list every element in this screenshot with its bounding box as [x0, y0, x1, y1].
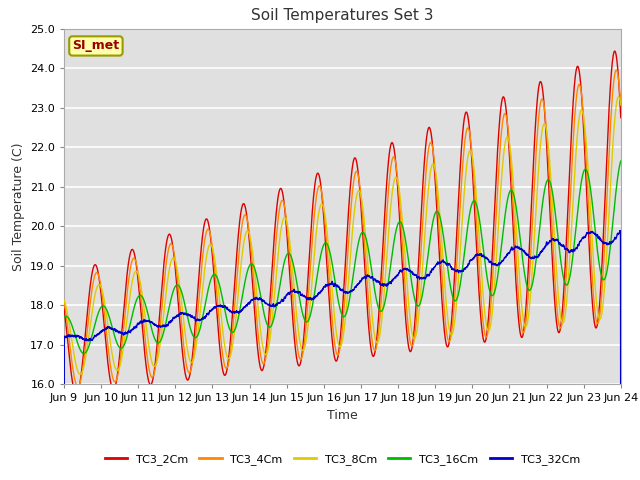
TC3_2Cm [611, 48, 619, 54]
TC3_4Cm [612, 67, 620, 73]
TC3_4Cm [74, 384, 82, 389]
TC3_2Cm [72, 391, 80, 397]
Line: TC3_4Cm: TC3_4Cm [64, 70, 621, 386]
TC3_8Cm [617, 101, 625, 107]
TC3_16Cm [406, 272, 414, 278]
TC3_16Cm [617, 159, 625, 165]
TC3_8Cm [397, 201, 404, 206]
TC3_4Cm [617, 102, 625, 108]
Line: TC3_2Cm: TC3_2Cm [64, 51, 621, 394]
TC3_2Cm [60, 304, 68, 310]
TC3_8Cm [180, 316, 188, 322]
TC3_8Cm [60, 297, 68, 303]
TC3_32Cm [216, 303, 223, 309]
TC3_32Cm [179, 311, 187, 316]
X-axis label: Time: Time [327, 408, 358, 421]
TC3_4Cm [617, 100, 625, 106]
TC3_16Cm [397, 219, 404, 225]
TC3_16Cm [180, 296, 188, 301]
Text: SI_met: SI_met [72, 39, 120, 52]
TC3_16Cm [60, 315, 68, 321]
Line: TC3_32Cm: TC3_32Cm [64, 230, 621, 480]
Line: TC3_8Cm: TC3_8Cm [64, 96, 621, 374]
TC3_2Cm [397, 236, 404, 242]
TC3_2Cm [617, 112, 625, 118]
TC3_16Cm [216, 283, 223, 288]
TC3_32Cm [406, 268, 414, 274]
TC3_8Cm [76, 372, 84, 377]
TC3_16Cm [617, 158, 625, 164]
TC3_4Cm [564, 239, 572, 245]
TC3_4Cm [60, 298, 68, 303]
TC3_2Cm [617, 115, 625, 120]
Title: Soil Temperatures Set 3: Soil Temperatures Set 3 [251, 9, 434, 24]
TC3_2Cm [564, 202, 572, 207]
Legend: TC3_2Cm, TC3_4Cm, TC3_8Cm, TC3_16Cm, TC3_32Cm: TC3_2Cm, TC3_4Cm, TC3_8Cm, TC3_16Cm, TC3… [100, 450, 584, 470]
Line: TC3_16Cm: TC3_16Cm [64, 161, 621, 354]
TC3_32Cm [616, 228, 624, 233]
TC3_2Cm [216, 344, 223, 349]
Y-axis label: Soil Temperature (C): Soil Temperature (C) [12, 142, 24, 271]
TC3_8Cm [615, 94, 623, 99]
TC3_8Cm [216, 300, 223, 305]
TC3_16Cm [564, 280, 572, 286]
TC3_4Cm [406, 340, 414, 346]
TC3_8Cm [406, 320, 414, 325]
TC3_32Cm [617, 228, 625, 234]
TC3_4Cm [180, 340, 188, 346]
TC3_8Cm [617, 100, 625, 106]
TC3_8Cm [564, 281, 572, 287]
TC3_2Cm [180, 359, 188, 364]
TC3_32Cm [397, 267, 404, 273]
TC3_16Cm [80, 351, 88, 357]
TC3_2Cm [406, 349, 414, 355]
TC3_4Cm [216, 324, 223, 330]
TC3_32Cm [564, 247, 572, 253]
TC3_4Cm [397, 217, 404, 223]
